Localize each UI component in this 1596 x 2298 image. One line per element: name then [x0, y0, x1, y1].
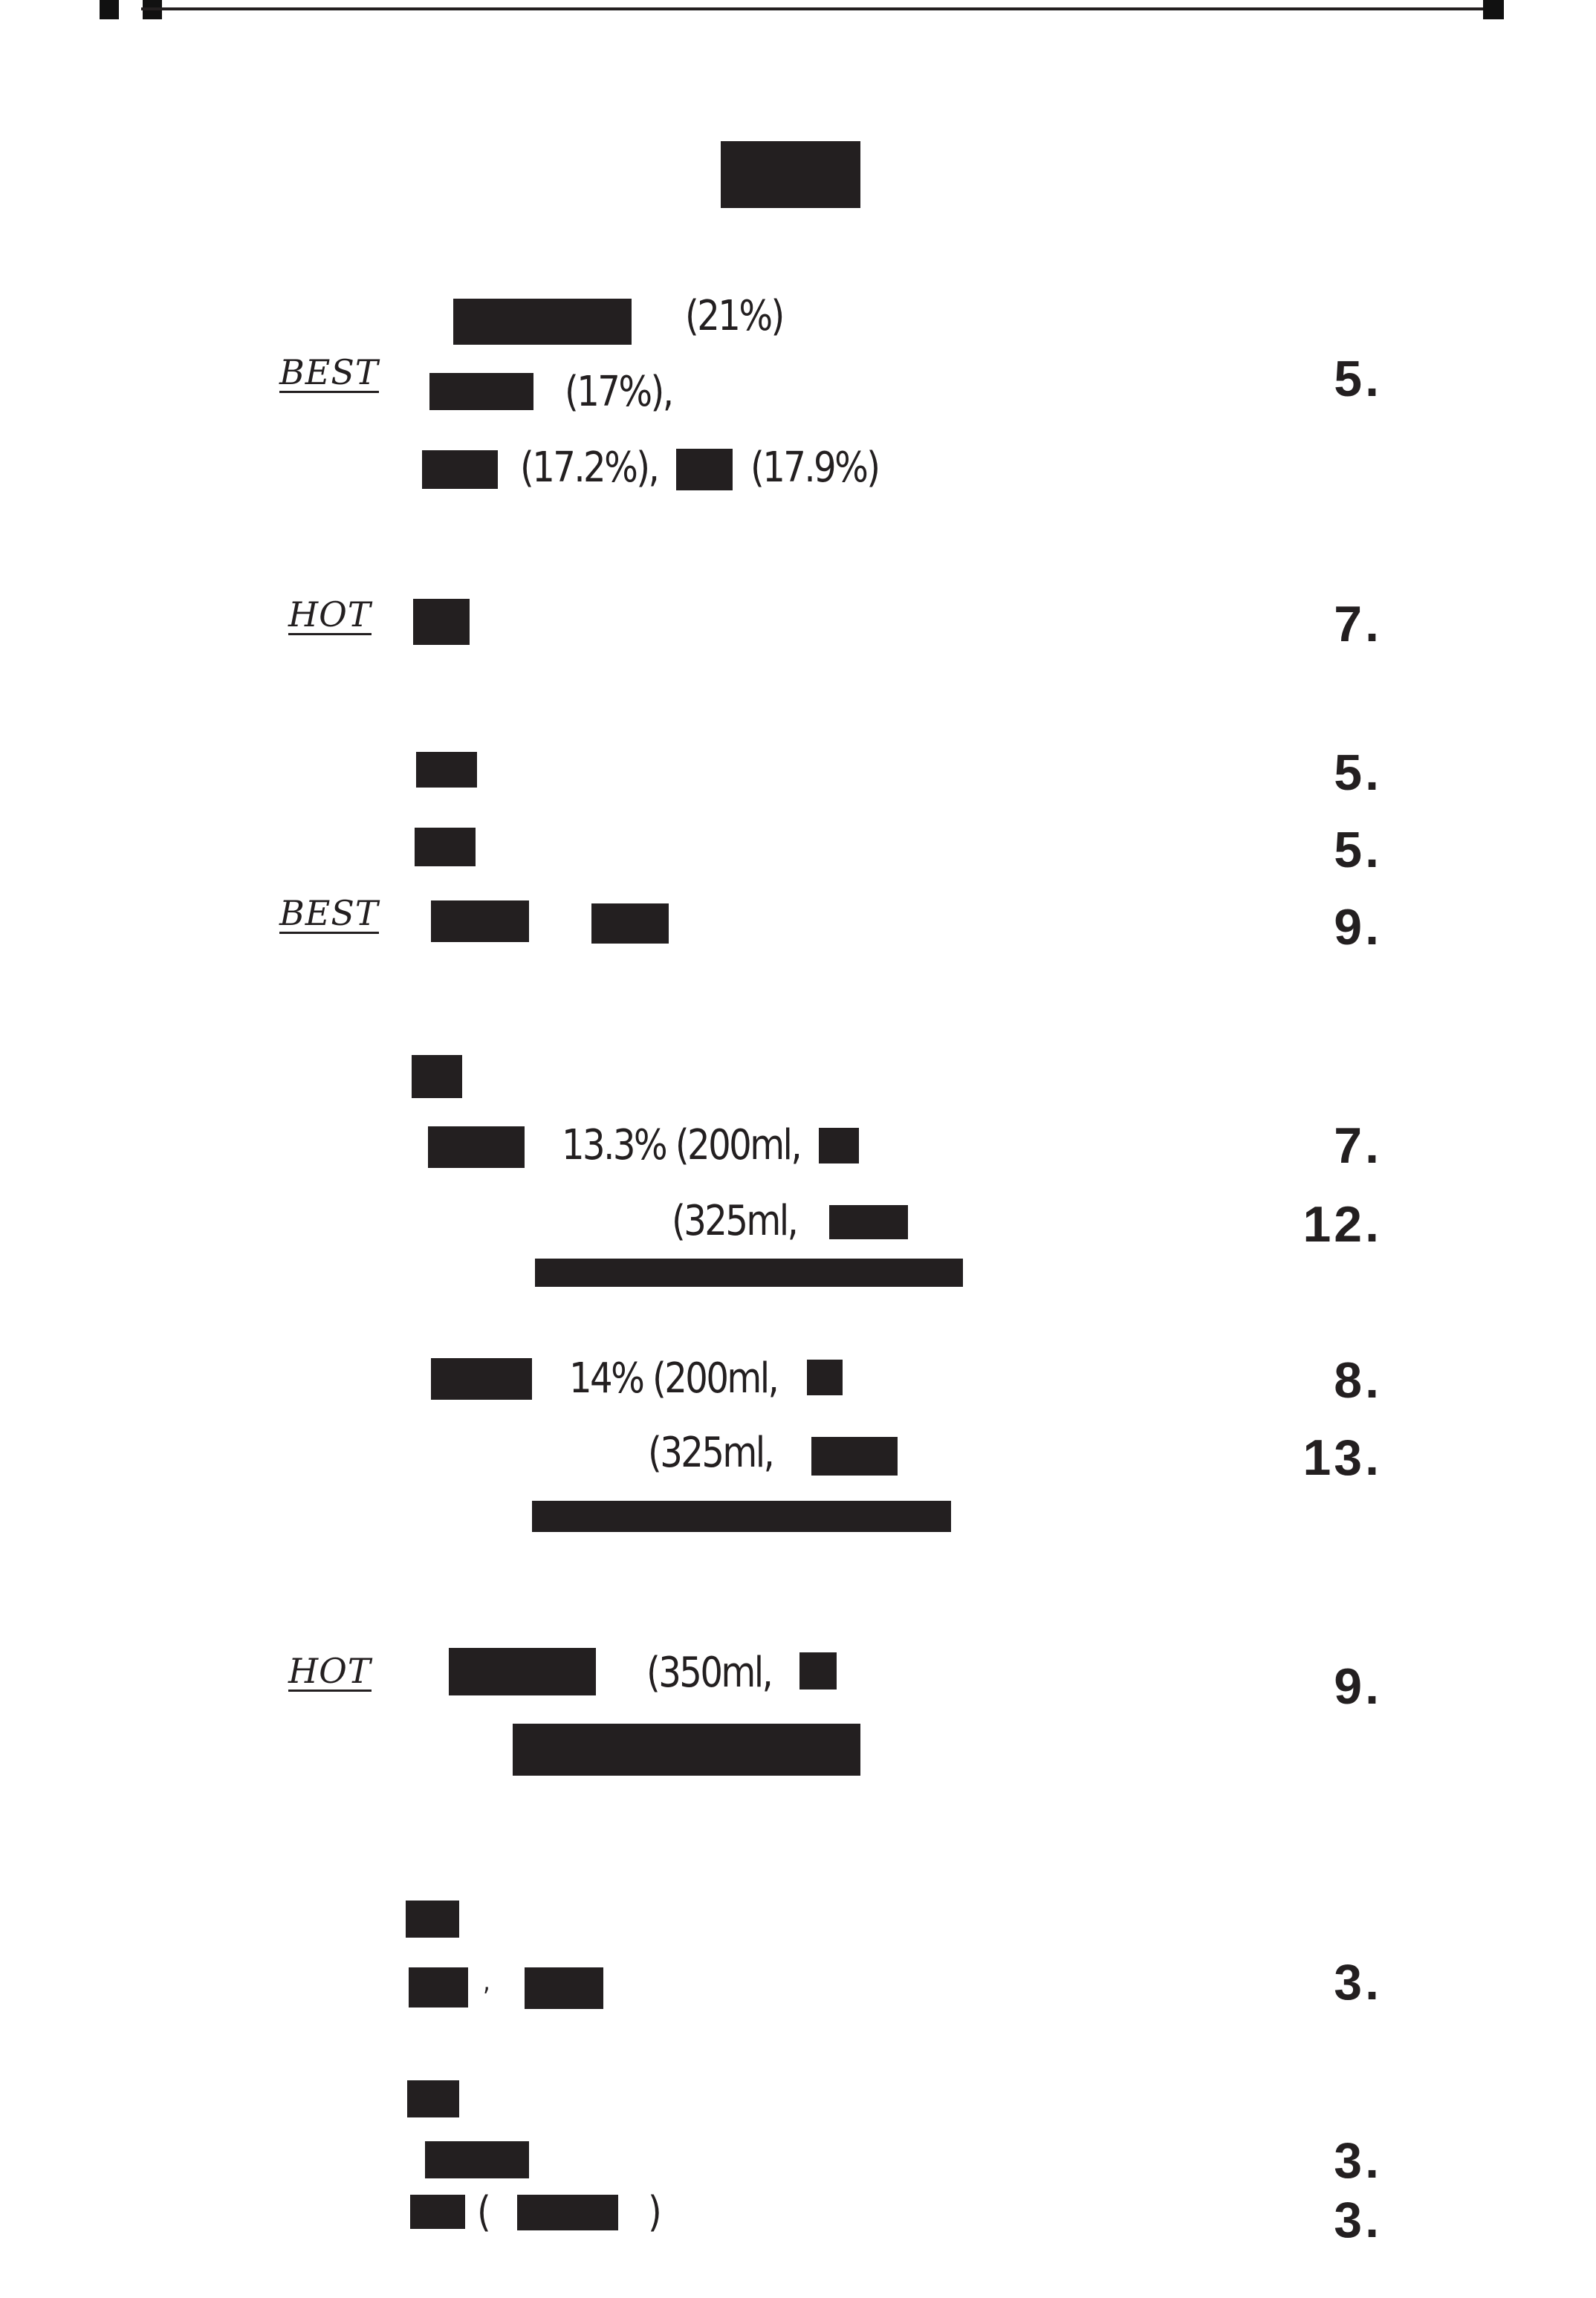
item-percent: (17%),: [565, 368, 674, 416]
item-name-redacted: [431, 900, 529, 942]
item-note-redacted: [532, 1501, 951, 1532]
item-paren: (: [477, 2188, 491, 2236]
item-spec: (325ml,: [672, 1197, 799, 1245]
best-badge-1: BEST: [279, 352, 379, 393]
section-heading-redacted: [407, 2080, 459, 2117]
item-name-redacted: [807, 1360, 843, 1395]
item-name-redacted: [449, 1648, 596, 1695]
item-price: 7.: [1334, 1117, 1382, 1174]
section-heading-redacted: [412, 1055, 462, 1098]
item-name-redacted: [799, 1652, 837, 1690]
item-spec: (350ml,: [646, 1649, 773, 1697]
item-price: 9.: [1334, 1658, 1382, 1715]
item-name-redacted: [410, 2195, 465, 2229]
hot-badge-1: HOT: [288, 594, 372, 635]
item-name-redacted: [428, 1126, 525, 1168]
item-name-redacted: [517, 2195, 618, 2230]
item-price: 5.: [1334, 351, 1382, 407]
item-name-redacted: [453, 299, 632, 345]
item-price: 12.: [1303, 1196, 1382, 1253]
item-price: 5.: [1334, 744, 1382, 801]
item-note-redacted: [535, 1259, 963, 1287]
item-spec: 13.3% (200ml,: [562, 1121, 802, 1169]
item-price: 3.: [1334, 2192, 1382, 2248]
item-percent: (17.9%): [750, 444, 880, 492]
hot-badge-2: HOT: [288, 1651, 372, 1692]
item-paren: ): [648, 2188, 662, 2236]
item-percent: (21%): [685, 292, 785, 340]
item-name-redacted: [425, 2141, 529, 2178]
item-name-redacted: [416, 752, 477, 788]
item-name-redacted: [811, 1437, 898, 1476]
item-name-redacted: [829, 1205, 908, 1239]
item-name-redacted: [591, 903, 669, 944]
item-spec: 14% (200ml,: [569, 1354, 779, 1403]
item-name-redacted: [676, 449, 733, 490]
item-price: 9.: [1334, 899, 1382, 955]
item-name-redacted: [415, 828, 476, 866]
item-spec: (325ml,: [648, 1429, 775, 1477]
top-border: [141, 7, 1493, 10]
item-separator: ,: [483, 1967, 490, 1997]
item-percent: (17.2%),: [520, 444, 660, 492]
item-price: 8.: [1334, 1352, 1382, 1409]
item-name-redacted: [525, 1967, 603, 2009]
item-name-redacted: [422, 450, 498, 489]
item-price: 3.: [1334, 2132, 1382, 2189]
item-price: 5.: [1334, 822, 1382, 878]
item-price: 3.: [1334, 1954, 1382, 2010]
frame-corner-right: [1483, 0, 1504, 19]
section-heading-redacted: [406, 1901, 459, 1938]
item-name-redacted: [413, 599, 470, 645]
best-badge-2: BEST: [279, 893, 379, 934]
item-name-redacted: [819, 1128, 859, 1163]
item-name-redacted: [409, 1967, 468, 2007]
page-title-redacted: [721, 141, 860, 208]
frame-corner-left: [100, 0, 119, 19]
item-name-redacted: [431, 1358, 532, 1400]
item-note-redacted: [513, 1724, 860, 1776]
item-name-redacted: [429, 373, 533, 410]
item-price: 7.: [1334, 596, 1382, 652]
item-price: 13.: [1303, 1429, 1382, 1486]
